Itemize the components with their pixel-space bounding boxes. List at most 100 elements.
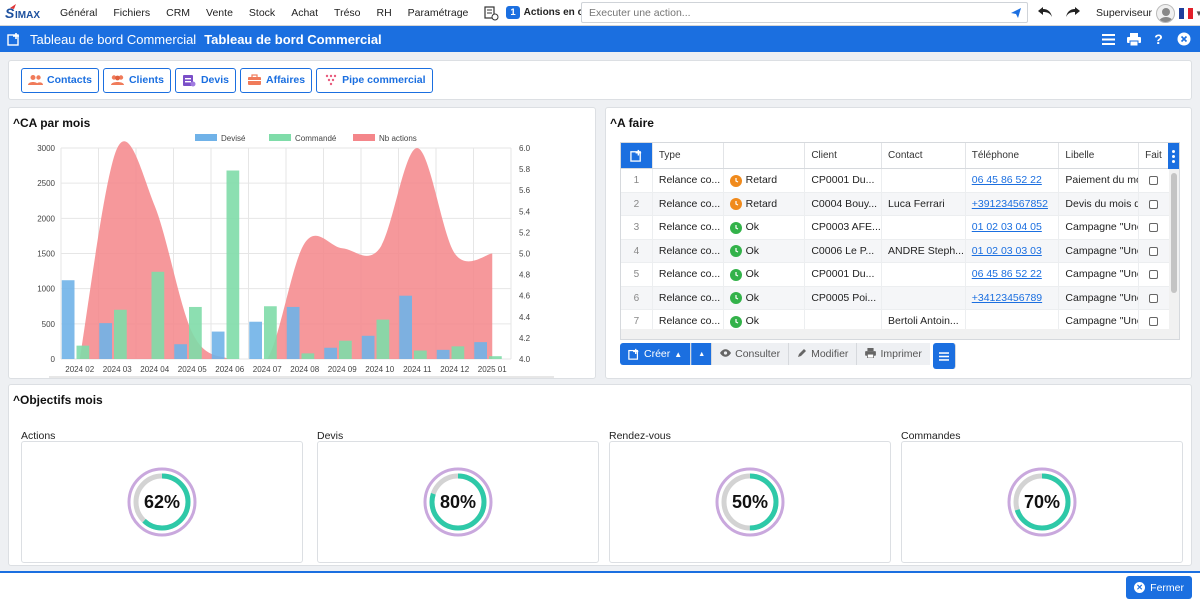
telephone-link[interactable]: 01 02 03 03 03: [971, 244, 1042, 257]
redo-icon[interactable]: [1064, 3, 1082, 21]
add-tab-icon[interactable]: [0, 26, 28, 52]
x-tick-label: 2024 02: [65, 365, 94, 374]
col-libelle[interactable]: Libelle: [1059, 143, 1140, 168]
undo-icon[interactable]: [1036, 3, 1054, 21]
objective-gauge: 70%: [1007, 467, 1077, 537]
done-checkbox[interactable]: [1149, 199, 1159, 209]
y-right-tick-label: 5.2: [519, 228, 531, 237]
telephone-link[interactable]: 01 02 03 04 05: [971, 221, 1042, 233]
bar-commande: [301, 353, 315, 359]
clock-icon: [729, 268, 742, 281]
series-area-nb-actions: [79, 141, 493, 359]
send-icon[interactable]: [1005, 3, 1027, 22]
horizontal-scrollbar[interactable]: [621, 329, 1179, 339]
view-button[interactable]: Consulter: [712, 343, 790, 365]
menu-rh[interactable]: RH: [376, 6, 392, 19]
objectives-title: ^Objectifs mois: [13, 393, 103, 407]
column-menu-icon[interactable]: [1168, 143, 1179, 169]
cell-telephone: [966, 310, 1060, 333]
bar-commande: [264, 306, 277, 359]
table-row[interactable]: 6 Relance co... Ok CP0005 Poi... +3412345678…: [621, 286, 1179, 310]
ca-title: ^CA par mois: [13, 116, 91, 130]
done-checkbox[interactable]: [1149, 246, 1159, 256]
contacts-button[interactable]: Contacts: [21, 67, 99, 93]
help-icon[interactable]: ?: [1154, 31, 1163, 47]
col-client[interactable]: Client: [805, 143, 883, 168]
menu-general[interactable]: Général: [60, 6, 98, 19]
done-checkbox[interactable]: [1149, 270, 1159, 279]
done-checkbox[interactable]: [1149, 317, 1159, 326]
col-type[interactable]: Type: [653, 143, 724, 168]
pipe-commercial-button[interactable]: Pipe commercial: [316, 67, 433, 93]
create-button[interactable]: Créer ▲: [620, 343, 692, 365]
add-row-icon[interactable]: [621, 143, 653, 168]
done-checkbox[interactable]: [1149, 223, 1159, 232]
table-row[interactable]: 1 Relance co... Retard CP0001 Du... 06 45 86…: [621, 169, 1179, 193]
todo-panel: ^A faire Type Client Contact Téléphone L…: [605, 107, 1192, 379]
chevron-up-icon: ▲: [674, 349, 683, 359]
x-tick-label: 2024 04: [140, 365, 169, 374]
col-contact[interactable]: Contact: [882, 143, 966, 168]
clients-button[interactable]: Clients: [102, 67, 171, 93]
objective-value: 80%: [439, 491, 477, 512]
scroll-thumb[interactable]: [1171, 173, 1177, 293]
affaires-button[interactable]: Affaires: [239, 67, 313, 93]
status-label: Ok: [745, 291, 760, 304]
more-actions-button[interactable]: [932, 343, 956, 369]
row-number: 5: [621, 263, 653, 286]
execute-action-input[interactable]: [582, 6, 1005, 19]
cell-client: C0006 Le P...: [805, 239, 883, 262]
telephone-link[interactable]: 06 45 86 52 22: [971, 268, 1042, 280]
hamburger-menu-icon: [938, 351, 949, 361]
clock-icon: [729, 292, 742, 304]
print-icon[interactable]: [1125, 31, 1142, 48]
menu-treso[interactable]: Tréso: [334, 6, 361, 19]
caret-up-icon: ▲: [698, 350, 706, 358]
table-row[interactable]: 3 Relance co... Ok CP0003 AFE... 01 02 03 04…: [621, 216, 1179, 240]
clients-label: Clients: [128, 74, 164, 86]
menu-fichiers[interactable]: Fichiers: [113, 6, 151, 19]
menu-crm[interactable]: CRM: [166, 6, 191, 19]
hamburger-menu-icon[interactable]: [1100, 31, 1117, 48]
devis-button[interactable]: Devis: [174, 67, 236, 93]
user-menu[interactable]: Superviseur ▼: [1096, 0, 1200, 26]
app-logo[interactable]: S IMAX: [0, 0, 52, 26]
menu-parametrage[interactable]: Paramétrage: [407, 6, 469, 19]
x-tick-label: 2024 12: [440, 365, 469, 374]
done-checkbox[interactable]: [1149, 293, 1159, 303]
bar-devise: [474, 342, 487, 359]
table-row[interactable]: 5 Relance co... Ok CP0001 Du... 06 45 86 52 …: [621, 263, 1179, 287]
col-telephone[interactable]: Téléphone: [966, 143, 1060, 168]
avatar[interactable]: [1156, 3, 1176, 23]
telephone-link[interactable]: +391234567852: [971, 197, 1048, 210]
print-button[interactable]: Imprimer: [857, 343, 930, 365]
clients-icon: [110, 74, 125, 87]
flag-fr-icon[interactable]: [1179, 7, 1194, 19]
close-button[interactable]: ✕ Fermer: [1126, 576, 1192, 599]
telephone-link[interactable]: 06 45 86 52 22: [971, 174, 1042, 186]
edit-button[interactable]: Modifier: [789, 343, 858, 365]
close-label: Fermer: [1150, 581, 1184, 594]
create-dropdown-button[interactable]: ▲: [691, 343, 713, 365]
x-tick-label: 2024 08: [290, 365, 319, 374]
chevron-down-icon[interactable]: ▼: [1195, 8, 1200, 18]
bar-devise: [286, 306, 300, 359]
close-circle-icon[interactable]: [1175, 31, 1192, 48]
bar-devise: [174, 344, 187, 359]
table-row[interactable]: 2 Relance co... Retard C0004 Bouy... Luca Fe…: [621, 192, 1179, 216]
table-row[interactable]: 4 Relance co... Ok C0006 Le P... ANDRE Steph…: [621, 239, 1179, 263]
create-icon: [628, 348, 639, 360]
cell-client: [805, 310, 883, 333]
telephone-link[interactable]: +34123456789: [971, 291, 1043, 304]
menu-achat[interactable]: Achat: [291, 6, 319, 19]
menu-vente[interactable]: Vente: [206, 6, 233, 19]
bar-devise: [361, 335, 375, 359]
status-label: Retard: [745, 197, 778, 210]
objective-card: 62%: [21, 441, 303, 563]
menu-stock[interactable]: Stock: [248, 6, 276, 19]
x-tick-label: 2024 07: [253, 365, 282, 374]
vertical-scrollbar[interactable]: [1169, 169, 1179, 331]
done-checkbox[interactable]: [1149, 176, 1159, 185]
actions-list-icon[interactable]: [482, 4, 500, 22]
col-status[interactable]: [724, 143, 806, 168]
